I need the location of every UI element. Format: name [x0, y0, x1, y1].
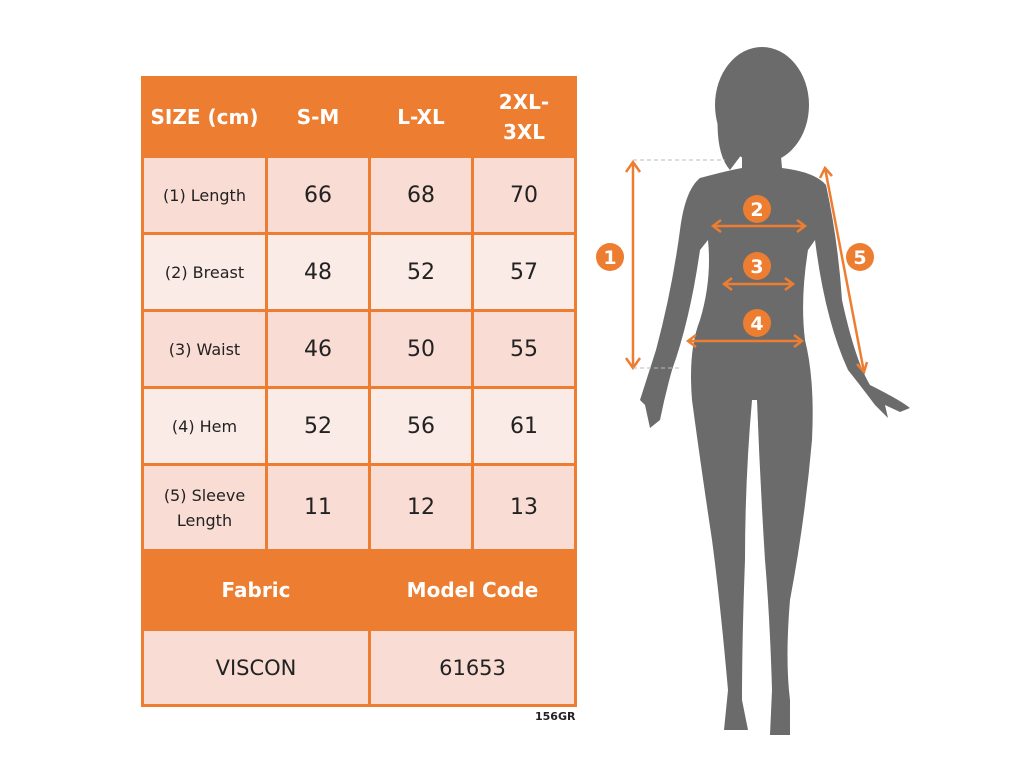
size-value: 55: [471, 309, 577, 389]
measurement-label: (5) Sleeve Length: [141, 463, 268, 552]
size-value: 57: [471, 232, 577, 312]
header-size: SIZE (cm): [141, 76, 268, 158]
measurement-label: (1) Length: [141, 155, 268, 235]
size-value: 56: [368, 386, 474, 466]
measurement-guides: [624, 159, 869, 375]
measurement-label: (3) Waist: [141, 309, 268, 389]
product-code: 156GR: [535, 710, 576, 723]
fabric-value: VISCON: [141, 628, 371, 707]
size-value: 12: [368, 463, 474, 552]
size-value: 52: [368, 232, 474, 312]
size-value: 46: [265, 309, 371, 389]
size-value: 68: [368, 155, 474, 235]
size-value: 11: [265, 463, 371, 552]
size-value: 61: [471, 386, 577, 466]
svg-text:1: 1: [603, 247, 616, 269]
marker-1-icon: 1: [596, 243, 624, 271]
measurement-label: (2) Breast: [141, 232, 268, 312]
size-value: 48: [265, 232, 371, 312]
svg-text:5: 5: [853, 247, 866, 269]
table-row: (3) Waist 46 50 55: [141, 309, 577, 389]
size-value: 52: [265, 386, 371, 466]
svg-text:2: 2: [750, 199, 763, 221]
size-value: 70: [471, 155, 577, 235]
table-row: (4) Hem 52 56 61: [141, 386, 577, 466]
table-row: (2) Breast 48 52 57: [141, 232, 577, 312]
silhouette: [640, 47, 910, 735]
marker-badges: 1 2 3 4 5: [596, 195, 874, 337]
size-value: 50: [368, 309, 474, 389]
marker-4-icon: 4: [743, 309, 771, 337]
header-l-xl: L-XL: [368, 76, 474, 158]
fabric-header: Fabric: [141, 549, 371, 631]
sleeve-arrow: [823, 167, 866, 373]
header-s-m: S-M: [265, 76, 371, 158]
marker-2-icon: 2: [743, 195, 771, 223]
table-row: (5) Sleeve Length 11 12 13: [141, 463, 577, 552]
model-code-header: Model Code: [368, 549, 577, 631]
measurement-label: (4) Hem: [141, 386, 268, 466]
table-row: (1) Length 66 68 70: [141, 155, 577, 235]
size-table: SIZE (cm) S-M L-XL 2XL-3XL (1) Length 66 6…: [141, 76, 577, 707]
header-2xl-3xl: 2XL-3XL: [471, 76, 577, 158]
svg-text:4: 4: [750, 313, 763, 335]
marker-5-icon: 5: [846, 243, 874, 271]
model-code-value: 61653: [368, 628, 577, 707]
svg-text:3: 3: [750, 256, 763, 278]
marker-3-icon: 3: [743, 252, 771, 280]
size-value: 66: [265, 155, 371, 235]
size-value: 13: [471, 463, 577, 552]
